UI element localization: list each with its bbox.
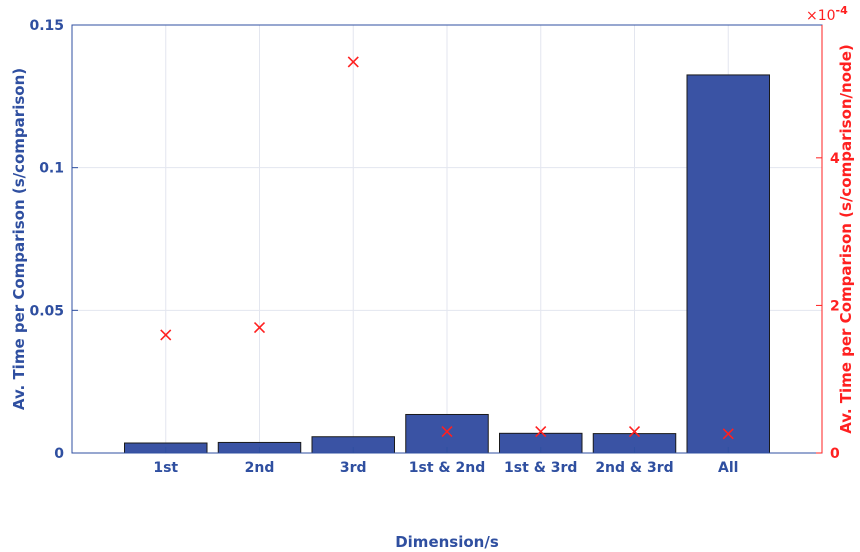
axes: 0 0.05 0.1 0.15 0 2 4 1st 2nd 3rd 1st & 2nd 1st & 3… [29, 18, 840, 476]
x-axis-label: Dimension/s [395, 533, 499, 551]
scatter-point [160, 329, 172, 341]
x-tick-label: 1st & 3rd [504, 460, 577, 476]
scatter-point [628, 426, 641, 438]
x-tick-label: All [718, 460, 738, 476]
y2-exponent-power: -4 [836, 4, 849, 17]
scatter-point [535, 426, 547, 438]
y-axis-label: Av. Time per Comparison (s/comparison) [10, 68, 28, 410]
bar [686, 74, 770, 454]
y2-axis-label: Av. Time per Comparison (s/comparison/no… [837, 44, 855, 434]
y-tick-label: 0.1 [39, 161, 64, 177]
scatter-point [441, 426, 453, 438]
y-tick-label: 0.05 [29, 303, 64, 319]
y2-tick-label: 0 [830, 446, 840, 462]
y2-tick-label: 4 [830, 151, 840, 167]
x-tick-label: 1st & 2nd [409, 460, 485, 476]
y-tick-label: 0 [54, 446, 64, 462]
y2-exponent: ×10-4 [806, 4, 848, 24]
x-tick-label: 3rd [340, 460, 367, 476]
y2-tick-label: 2 [830, 298, 840, 314]
y2-exponent-base: ×10 [806, 8, 836, 24]
bar [405, 413, 489, 454]
y-tick-label: 0.15 [29, 18, 64, 34]
x-tick-label: 1st [153, 460, 178, 476]
scatter-point [722, 428, 734, 440]
x-tick-label: 2nd [245, 460, 275, 476]
scatter-point [347, 56, 359, 68]
x-tick-label: 2nd & 3rd [595, 460, 673, 476]
scatter-point [253, 321, 266, 334]
scatter-markers [160, 56, 734, 440]
